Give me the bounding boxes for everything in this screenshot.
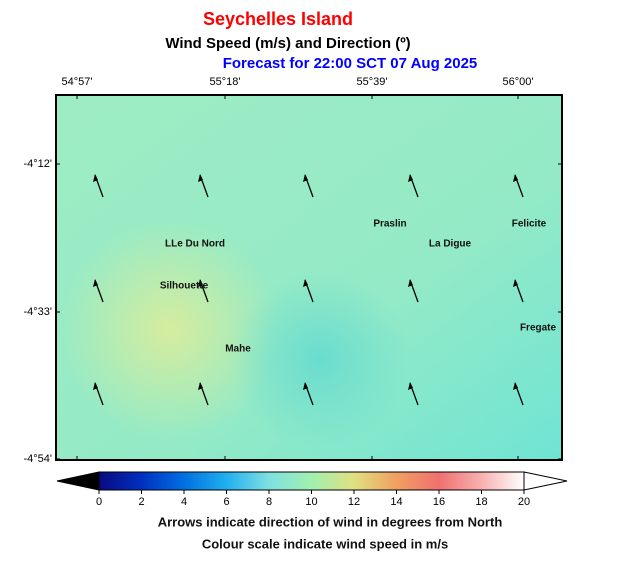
place-label: Felicite	[512, 219, 547, 230]
arrow-head	[513, 382, 518, 390]
x-tick-label: 56°00'	[503, 76, 534, 88]
place-label: LLe Du Nord	[165, 239, 225, 250]
arrow-head	[513, 174, 518, 182]
arrow-head	[198, 174, 203, 182]
place-label: Fregate	[520, 323, 557, 334]
colorbar-tick-label: 0	[96, 496, 102, 508]
arrow-head	[198, 382, 203, 390]
colorbar-tick-label: 16	[433, 496, 445, 508]
arrow-head	[93, 174, 98, 182]
arrow-head	[303, 382, 308, 390]
arrow-head	[303, 174, 308, 182]
place-label: La Digue	[429, 239, 472, 250]
arrow-head	[408, 174, 413, 182]
x-tick-label: 55°18'	[210, 76, 241, 88]
note: Arrows indicate direction of wind in deg…	[158, 514, 503, 529]
arrow-head	[408, 382, 413, 390]
colorbar-tick-label: 18	[475, 496, 487, 508]
colorbar-tick-label: 8	[266, 496, 272, 508]
subtitle: Wind Speed (m/s) and Direction (º)	[165, 35, 410, 52]
note: Colour scale indicate wind speed in m/s	[202, 536, 448, 551]
y-tick-label: -4°12'	[23, 158, 52, 170]
wind-arrows	[93, 174, 524, 406]
colorbar-tick-label: 12	[348, 496, 360, 508]
arrow-head	[303, 279, 308, 287]
forecast: Forecast for 22:00 SCT 07 Aug 2025	[223, 55, 478, 72]
x-tick-label: 55°39'	[357, 76, 388, 88]
colorbar	[56, 471, 568, 491]
title: Seychelles Island	[203, 9, 353, 29]
map-area	[55, 94, 563, 461]
colorbar-tick-label: 2	[138, 496, 144, 508]
colorbar-tick-label: 14	[390, 496, 402, 508]
y-tick-label: -4°54'	[23, 453, 52, 465]
place-label: Praslin	[373, 219, 406, 230]
x-tick-label: 54°57'	[62, 76, 93, 88]
colorbar-tick-label: 20	[518, 496, 530, 508]
place-label: Silhouette	[160, 281, 209, 292]
arrow-head	[93, 279, 98, 287]
colorbar-tick-label: 6	[223, 496, 229, 508]
arrow-head	[408, 279, 413, 287]
arrow-head	[93, 382, 98, 390]
place-label: Mahe	[225, 344, 251, 355]
colorbar-tick-label: 4	[181, 496, 187, 508]
arrow-head	[513, 279, 518, 287]
y-tick-label: -4°33'	[23, 306, 52, 318]
colorbar-tick-label: 10	[305, 496, 317, 508]
arrow-head	[198, 279, 203, 287]
